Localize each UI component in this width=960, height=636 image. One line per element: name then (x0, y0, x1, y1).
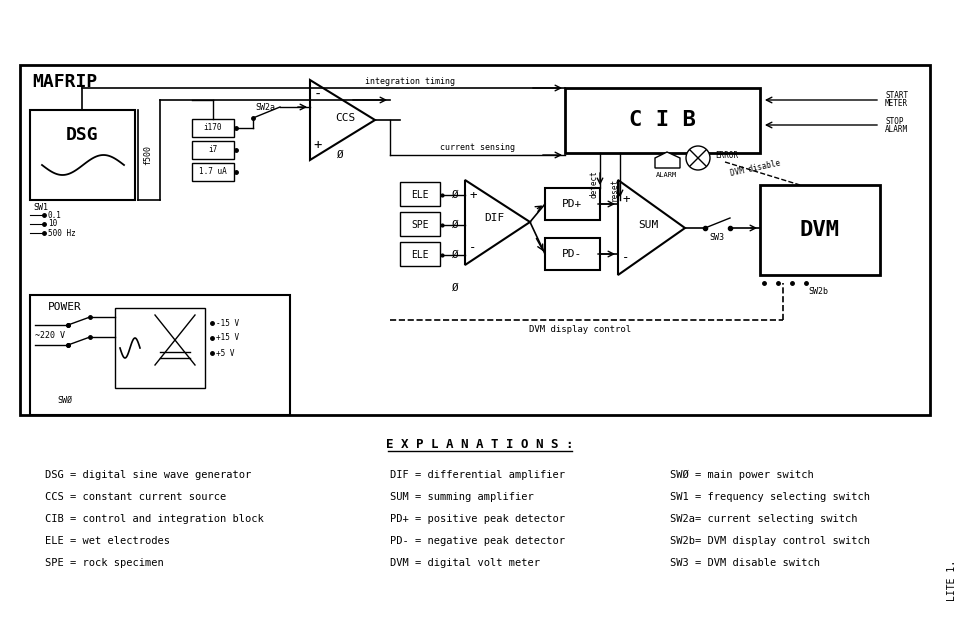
Bar (192, 163, 234, 181)
Text: ALARM: ALARM (885, 125, 908, 134)
Text: CCS: CCS (335, 113, 355, 123)
Text: ERROR: ERROR (715, 151, 738, 160)
Bar (545, 188, 600, 220)
Text: ELE = wet electrodes: ELE = wet electrodes (45, 536, 170, 546)
Text: CIB = control and integration block: CIB = control and integration block (45, 514, 264, 524)
Text: SW2b= DVM display control switch: SW2b= DVM display control switch (670, 536, 870, 546)
Text: SPE = rock specimen: SPE = rock specimen (45, 558, 164, 568)
Text: +5 V: +5 V (216, 349, 234, 357)
Bar (192, 119, 234, 137)
Text: ~220 V: ~220 V (35, 331, 65, 340)
Circle shape (686, 146, 710, 170)
Text: DSG = digital sine wave generator: DSG = digital sine wave generator (45, 470, 252, 480)
Bar (400, 182, 440, 206)
Text: DIF: DIF (484, 213, 504, 223)
Text: Ø: Ø (451, 250, 458, 260)
Text: PD- = negative peak detector: PD- = negative peak detector (390, 536, 565, 546)
Text: SW3 = DVM disable switch: SW3 = DVM disable switch (670, 558, 820, 568)
Text: integration timing: integration timing (365, 78, 455, 86)
Text: SWØ: SWØ (58, 396, 73, 404)
Text: 500 Hz: 500 Hz (48, 228, 76, 237)
Text: SUM = summing amplifier: SUM = summing amplifier (390, 492, 534, 502)
Text: i7: i7 (208, 146, 218, 155)
Polygon shape (655, 152, 680, 168)
Text: DVM = digital volt meter: DVM = digital volt meter (390, 558, 540, 568)
Text: DVM: DVM (800, 220, 840, 240)
Text: DVM disable: DVM disable (730, 158, 780, 177)
Text: -: - (314, 88, 323, 102)
Text: 1.7 uA: 1.7 uA (199, 167, 227, 177)
Bar (760, 185, 880, 275)
Text: Ø: Ø (451, 220, 458, 230)
Text: Ø: Ø (337, 150, 344, 160)
Text: PD+: PD+ (562, 199, 582, 209)
Text: -15 V: -15 V (216, 319, 239, 328)
Text: ELE: ELE (411, 190, 429, 200)
Text: LITE 1.: LITE 1. (947, 560, 957, 600)
Polygon shape (618, 180, 685, 275)
Text: ALARM: ALARM (657, 172, 678, 178)
Text: MAFRIP: MAFRIP (33, 73, 98, 91)
Text: SW2b: SW2b (808, 287, 828, 296)
Text: current sensing: current sensing (441, 144, 516, 153)
Bar (565, 88, 760, 153)
Text: CCS = constant current source: CCS = constant current source (45, 492, 227, 502)
Text: SW3: SW3 (709, 233, 725, 242)
Text: +: + (314, 138, 323, 152)
Text: DVM display control: DVM display control (529, 326, 631, 335)
Text: detect: detect (589, 170, 598, 198)
Text: +: + (469, 188, 477, 202)
Text: STOP: STOP (885, 116, 903, 125)
Text: SW2a= current selecting switch: SW2a= current selecting switch (670, 514, 857, 524)
Text: METER: METER (885, 99, 908, 109)
Text: Ø: Ø (451, 190, 458, 200)
Text: 0.1: 0.1 (48, 211, 61, 219)
Text: SWØ = main power switch: SWØ = main power switch (670, 470, 814, 480)
Bar (400, 212, 440, 236)
Text: Ø: Ø (451, 283, 458, 293)
Text: SW1 = frequency selecting switch: SW1 = frequency selecting switch (670, 492, 870, 502)
Bar (30, 295, 290, 415)
Text: +15 V: +15 V (216, 333, 239, 343)
Polygon shape (310, 80, 375, 160)
Text: DIF = differential amplifier: DIF = differential amplifier (390, 470, 565, 480)
Text: f500: f500 (143, 145, 153, 165)
Text: START: START (885, 92, 908, 100)
Text: POWER: POWER (48, 302, 82, 312)
Bar (20, 65, 930, 415)
Text: ELE: ELE (411, 250, 429, 260)
Text: E X P L A N A T I O N S :: E X P L A N A T I O N S : (386, 438, 574, 452)
Bar (545, 238, 600, 270)
Text: PD+ = positive peak detector: PD+ = positive peak detector (390, 514, 565, 524)
Text: i170: i170 (204, 123, 223, 132)
Text: SUM: SUM (637, 220, 659, 230)
Polygon shape (465, 180, 530, 265)
Text: C I B: C I B (629, 110, 695, 130)
Text: -: - (469, 242, 477, 254)
Text: +: + (622, 193, 630, 207)
Bar (30, 110, 135, 200)
Bar (400, 242, 440, 266)
Text: -: - (622, 251, 630, 265)
Text: SW2a: SW2a (255, 104, 275, 113)
Bar (192, 141, 234, 159)
Text: reset: reset (610, 178, 618, 201)
Text: SW1: SW1 (33, 202, 48, 212)
Bar (115, 308, 205, 388)
Text: PD-: PD- (562, 249, 582, 259)
Text: SPE: SPE (411, 220, 429, 230)
Text: DSG: DSG (65, 126, 98, 144)
Text: 10: 10 (48, 219, 58, 228)
